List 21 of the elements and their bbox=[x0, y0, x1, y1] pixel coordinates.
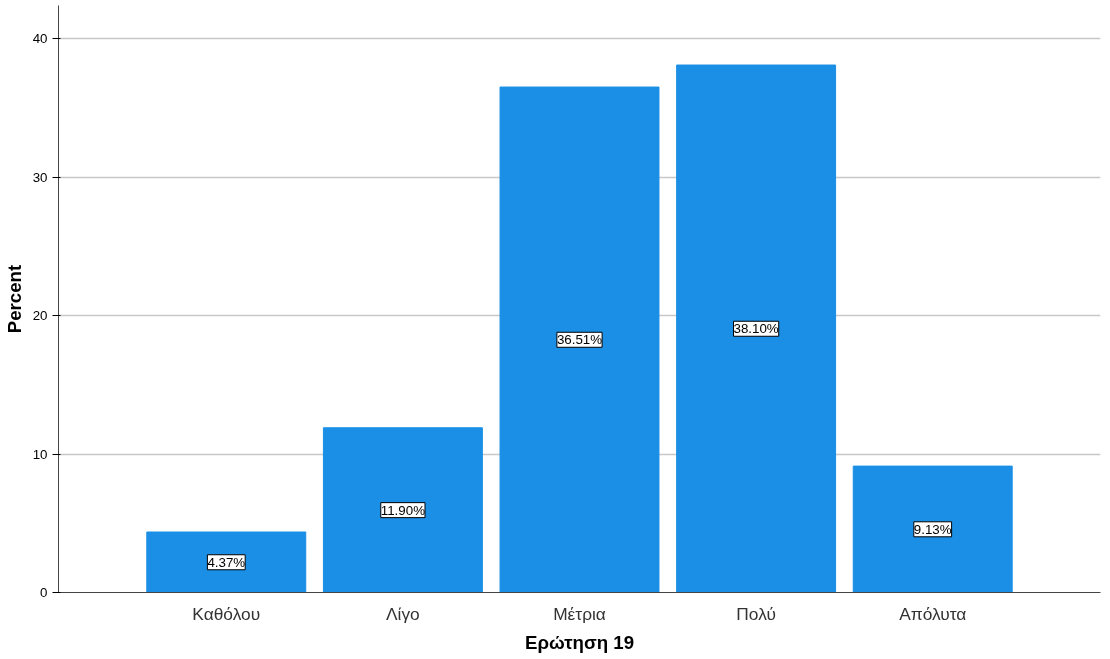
y-tick-label: 10 bbox=[32, 446, 48, 462]
data-label: 36.51% bbox=[556, 332, 603, 348]
x-tick-label: Μέτρια bbox=[553, 603, 606, 624]
bar bbox=[499, 86, 660, 593]
x-tick-label: Λίγο bbox=[386, 603, 420, 624]
y-axis-title: Percent bbox=[3, 264, 25, 334]
y-tick-label: 0 bbox=[40, 585, 48, 600]
x-tick-label: Καθόλου bbox=[192, 603, 261, 624]
y-tick-label: 40 bbox=[32, 31, 48, 47]
data-label: 38.10% bbox=[733, 321, 779, 337]
data-label: 11.90% bbox=[380, 502, 426, 518]
bar bbox=[322, 427, 483, 593]
x-tick-label: Απόλυτα bbox=[899, 603, 967, 624]
x-tick-label: Πολύ bbox=[736, 603, 776, 624]
bar bbox=[146, 531, 307, 593]
bar bbox=[676, 64, 837, 593]
y-tick-label: 30 bbox=[32, 169, 48, 185]
bar bbox=[852, 465, 1013, 593]
data-label: 9.13% bbox=[913, 521, 952, 537]
y-tick-label: 20 bbox=[32, 308, 48, 324]
x-axis-title: Ερώτηση 19 bbox=[524, 631, 635, 653]
